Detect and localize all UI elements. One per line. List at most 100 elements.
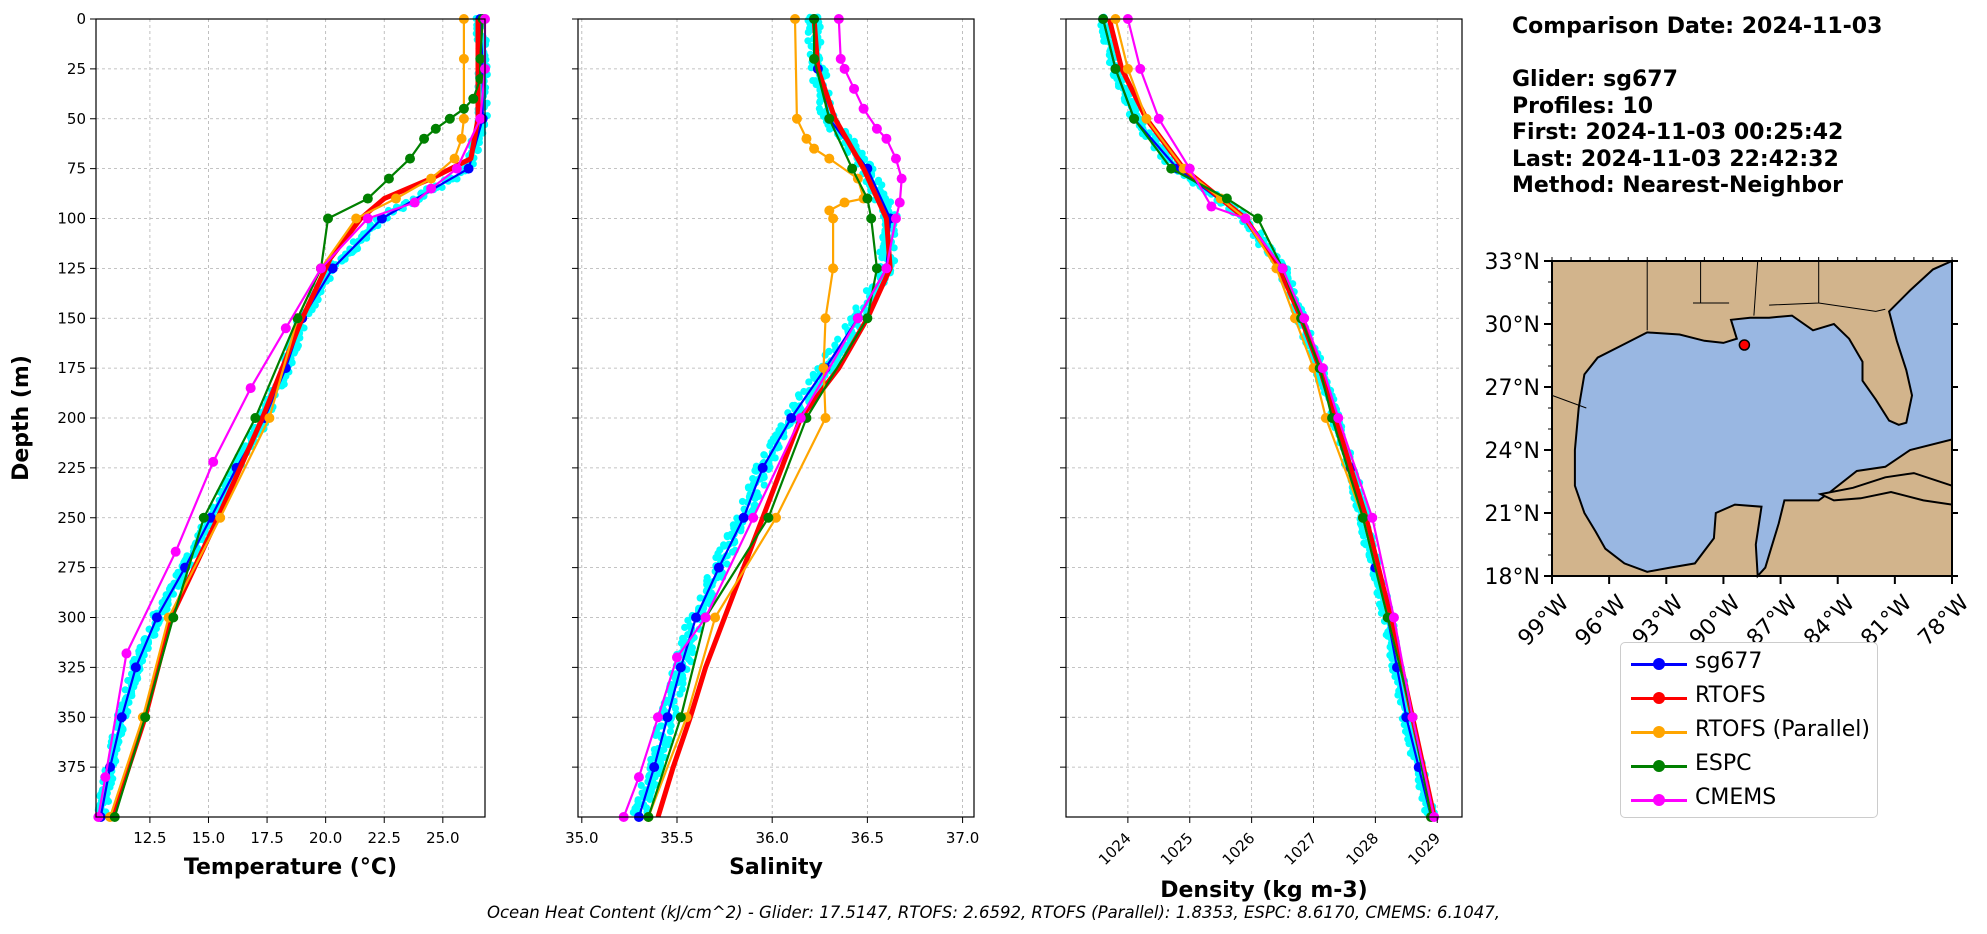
series-point <box>633 772 644 783</box>
series-point <box>383 173 394 184</box>
series-point <box>140 712 151 723</box>
glider-scatter-point <box>121 686 129 694</box>
legend-label: CMEMS <box>1695 785 1777 810</box>
series-point <box>852 313 863 324</box>
series-point <box>738 512 749 523</box>
map-ocean <box>1573 259 1953 579</box>
lat-label: 24°N <box>1485 439 1540 464</box>
glider-scatter-point <box>760 481 768 489</box>
series-point <box>862 313 873 324</box>
glider-scatter-point <box>823 71 831 79</box>
series-point <box>862 193 873 204</box>
series-point <box>871 123 882 134</box>
y-tick-label: 175 <box>57 359 86 377</box>
series-point <box>1240 213 1251 224</box>
series-point <box>1221 193 1232 204</box>
glider-scatter-point <box>1388 654 1396 663</box>
map-border <box>1551 394 1587 409</box>
y-tick-label: 0 <box>76 10 86 28</box>
series-point <box>801 133 812 144</box>
y-tick-label: 200 <box>57 409 86 427</box>
glider-scatter-point <box>751 467 759 475</box>
series-point <box>458 113 469 124</box>
series-point <box>675 712 686 723</box>
series-point <box>795 413 806 423</box>
x-tick-label: 12.5 <box>133 829 166 847</box>
glider-scatter-point <box>1099 32 1108 40</box>
series-point <box>881 263 892 274</box>
glider-scatter-point <box>816 98 824 106</box>
legend-label: RTOFS <box>1695 683 1766 708</box>
series-point <box>376 213 387 224</box>
glider-scatter-point <box>684 616 692 624</box>
x-tick-label: 1024 <box>1095 829 1135 869</box>
series-point <box>757 462 768 473</box>
series-point <box>820 313 831 324</box>
x-tick-label: 15.0 <box>192 829 225 847</box>
series-point <box>791 113 802 124</box>
x-tick-label: 1028 <box>1342 829 1382 869</box>
x-tick-label: 1025 <box>1157 829 1197 869</box>
series-point <box>1141 113 1152 124</box>
series-point <box>168 612 179 623</box>
series-point <box>710 612 721 623</box>
glider-scatter-point <box>296 334 304 342</box>
series-point <box>1333 413 1344 423</box>
glider-scatter-point <box>890 244 898 252</box>
series-point <box>362 193 373 204</box>
legend-marker <box>1653 760 1665 772</box>
x-tick-label: 36.5 <box>851 829 884 847</box>
series-point <box>264 413 275 423</box>
y-tick-label: 225 <box>57 459 86 477</box>
lat-label: 21°N <box>1485 502 1540 527</box>
glider-scatter-point <box>689 649 697 657</box>
legend-item-espc: ESPC <box>1621 749 1877 783</box>
series-point <box>327 263 338 274</box>
glider-scatter-point <box>730 524 738 532</box>
series-point <box>245 383 256 394</box>
legend-item-rtofs-parallel: RTOFS (Parallel) <box>1621 715 1877 749</box>
glider-scatter-point <box>1359 532 1368 540</box>
profile-panel-1: 0 25 50 75 100 125 150 175 200 225 250 275 300 325 350… <box>9 10 491 880</box>
glider-scatter-point <box>766 442 774 450</box>
series-point <box>1110 63 1121 74</box>
series-point <box>1317 363 1328 374</box>
series-point <box>881 133 892 144</box>
series-point <box>1358 512 1368 523</box>
series-point <box>1367 512 1378 523</box>
series-point <box>700 612 711 623</box>
x-tick-label: 1026 <box>1219 829 1259 869</box>
glider-scatter-point <box>685 655 693 664</box>
profile-count: Profiles: 10 <box>1512 93 1654 119</box>
legend-item-rtofs: RTOFS <box>1621 681 1877 715</box>
lon-label: 78°W <box>1914 590 1975 651</box>
series-point <box>208 456 219 467</box>
y-tick-label: 75 <box>67 160 86 178</box>
series-point <box>771 512 781 523</box>
series-point <box>280 323 291 334</box>
glider-scatter-point <box>805 378 813 386</box>
x-tick-label: 1029 <box>1404 829 1444 869</box>
glider-scatter-point <box>647 755 655 764</box>
series-point <box>1407 712 1418 723</box>
glider-scatter-point <box>794 391 803 399</box>
glider-scatter-point <box>1132 106 1140 114</box>
x-tick-label: 20.0 <box>309 829 342 847</box>
glider-scatter-point <box>676 690 684 698</box>
series-point <box>475 53 486 64</box>
series-point <box>896 173 907 184</box>
series-point <box>198 512 209 523</box>
series-point <box>672 652 682 663</box>
series-point <box>818 363 829 374</box>
series-point <box>890 213 901 224</box>
series-point <box>1122 63 1133 74</box>
glider-scatter-point <box>671 704 680 713</box>
series-point <box>130 662 141 673</box>
x-tick-label: 1027 <box>1281 829 1321 869</box>
series-point <box>463 163 474 174</box>
glider-scatter-point <box>128 692 136 700</box>
series-point <box>215 512 226 523</box>
series-point <box>890 153 901 164</box>
comparison-date: Comparison Date: 2024-11-03 <box>1512 14 1883 39</box>
map-border <box>1818 302 1886 312</box>
